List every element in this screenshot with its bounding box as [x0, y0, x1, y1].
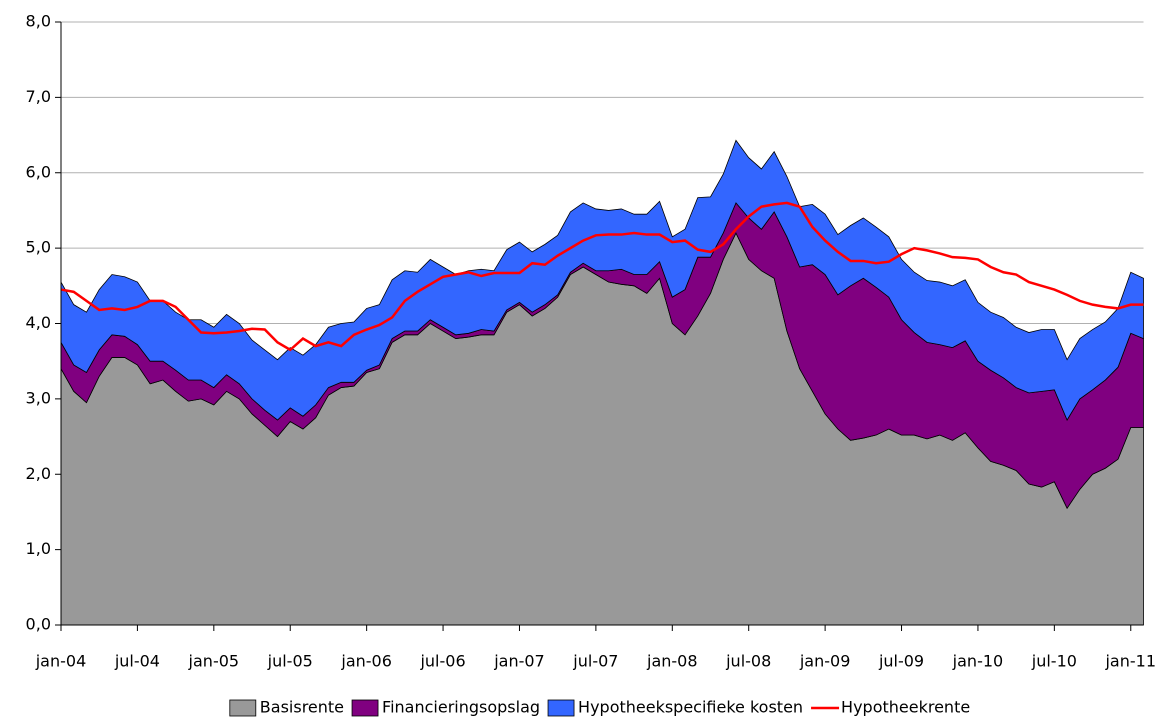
- legend-swatch: [351, 699, 379, 717]
- line: [60, 201, 1144, 352]
- y-tick-label: 3,0: [26, 388, 51, 407]
- area: [60, 139, 1144, 421]
- y-tick-label: 6,0: [26, 162, 51, 181]
- x-tick-label: jan-04: [35, 652, 87, 671]
- y-tick-label: 2,0: [26, 464, 51, 483]
- legend-label: Hypotheekrente: [841, 698, 970, 717]
- x-tick-label: jul-10: [1031, 652, 1077, 671]
- y-tick-label: 7,0: [26, 87, 51, 106]
- y-tick-label: 1,0: [26, 539, 51, 558]
- x-tick-label: jan-10: [952, 652, 1004, 671]
- x-tick-label: jan-06: [340, 652, 392, 671]
- x-tick-label: jul-06: [419, 652, 465, 671]
- legend-swatch: [547, 699, 575, 717]
- legend-label: Basisrente: [260, 698, 344, 717]
- x-tick-label: jul-08: [725, 652, 771, 671]
- x-tick-label: jan-09: [799, 652, 851, 671]
- x-tick-label: jan-07: [493, 652, 545, 671]
- x-tick-label: jul-07: [572, 652, 618, 671]
- y-tick-label: 0,0: [26, 615, 51, 634]
- y-tick-label: 5,0: [26, 238, 51, 257]
- x-tick-label: jan-05: [188, 652, 240, 671]
- x-tick-label: jan-08: [646, 652, 698, 671]
- x-tick-label: jan-11: [1104, 652, 1156, 671]
- x-tick-label: jul-05: [267, 652, 313, 671]
- x-tick-label: jul-09: [878, 652, 924, 671]
- legend-label: Hypotheekspecifieke kosten: [578, 698, 803, 717]
- legend: Basisrente Financieringsopslag Hypotheeksp…: [229, 698, 970, 717]
- y-tick-label: 8,0: [26, 12, 51, 31]
- legend-swatch: [229, 699, 257, 717]
- legend-label: Financieringsopslag: [382, 698, 540, 717]
- x-tick-label: jul-04: [114, 652, 160, 671]
- y-tick-label: 4,0: [26, 313, 51, 332]
